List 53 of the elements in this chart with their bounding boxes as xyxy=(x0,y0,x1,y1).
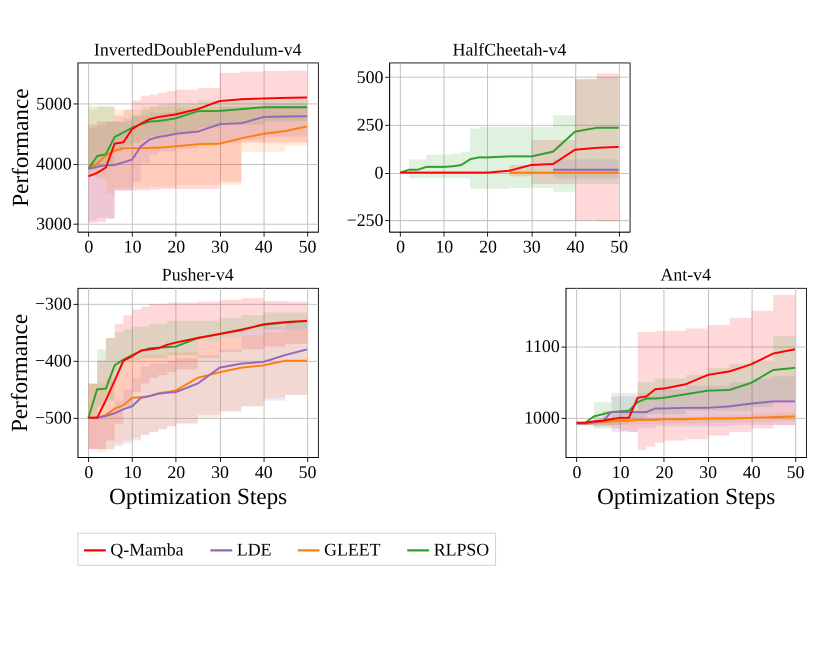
y-tick-label: −300 xyxy=(34,294,72,314)
y-tick-label: 3000 xyxy=(36,214,72,234)
x-tick-label: 0 xyxy=(572,462,582,482)
x-axis-title: Optimization Steps xyxy=(109,484,288,510)
x-tick-label: 20 xyxy=(655,462,674,482)
x-tick-label: 10 xyxy=(435,236,454,257)
y-tick-label: 250 xyxy=(356,114,384,135)
x-tick-label: 30 xyxy=(522,236,541,257)
line-series xyxy=(575,348,796,424)
line-series xyxy=(575,400,796,424)
x-axis-title: Optimization Steps xyxy=(597,484,776,510)
x-tick-label: 50 xyxy=(298,236,316,257)
x-tick-label: 20 xyxy=(167,462,186,482)
x-tick-label: 40 xyxy=(742,462,761,482)
y-tick-label: 1000 xyxy=(524,408,560,428)
y-axis-title: Performance xyxy=(6,314,33,432)
y-tick-label: 500 xyxy=(356,67,384,88)
x-tick-label: 10 xyxy=(612,462,630,482)
x-tick-label: 40 xyxy=(254,462,273,482)
x-tick-label: 30 xyxy=(699,462,718,482)
y-tick-label: −250 xyxy=(346,210,384,230)
y-tick-label: 5000 xyxy=(36,93,72,114)
y-tick-label: −400 xyxy=(34,350,72,371)
y-tick-label: 4000 xyxy=(36,153,72,174)
x-tick-label: 0 xyxy=(84,462,94,482)
x-tick-label: 30 xyxy=(211,236,230,257)
y-tick-label: 1100 xyxy=(524,336,560,356)
x-tick-label: 40 xyxy=(254,236,273,257)
legend-label: LDE xyxy=(236,540,272,560)
legend-label: RLPSO xyxy=(434,540,490,560)
y-axis-title: Performance xyxy=(8,88,34,207)
x-tick-label: 10 xyxy=(124,462,142,482)
legend-label: Q-Mamba xyxy=(110,540,184,560)
x-tick-label: 0 xyxy=(396,236,406,257)
x-tick-label: 50 xyxy=(298,462,316,482)
chart-title: Ant-v4 xyxy=(660,264,712,285)
y-tick-label: 0 xyxy=(374,162,384,182)
line-series xyxy=(87,125,308,170)
x-tick-label: 50 xyxy=(786,462,804,482)
legend-label: GLEET xyxy=(324,540,381,560)
x-tick-label: 10 xyxy=(124,236,142,257)
x-tick-label: 40 xyxy=(566,236,584,257)
y-tick-label: −500 xyxy=(34,408,72,428)
x-tick-label: 20 xyxy=(479,236,498,257)
chart-title: Pusher-v4 xyxy=(162,264,234,285)
x-tick-label: 20 xyxy=(167,236,186,257)
line-series xyxy=(399,126,620,174)
line-series xyxy=(399,146,620,174)
chart-title: HalfCheetah-v4 xyxy=(452,39,566,60)
x-tick-label: 50 xyxy=(610,236,628,257)
x-tick-label: 0 xyxy=(84,236,94,257)
x-tick-label: 30 xyxy=(211,462,230,482)
chart-title: InvertedDoublePendulum-v4 xyxy=(94,39,302,60)
